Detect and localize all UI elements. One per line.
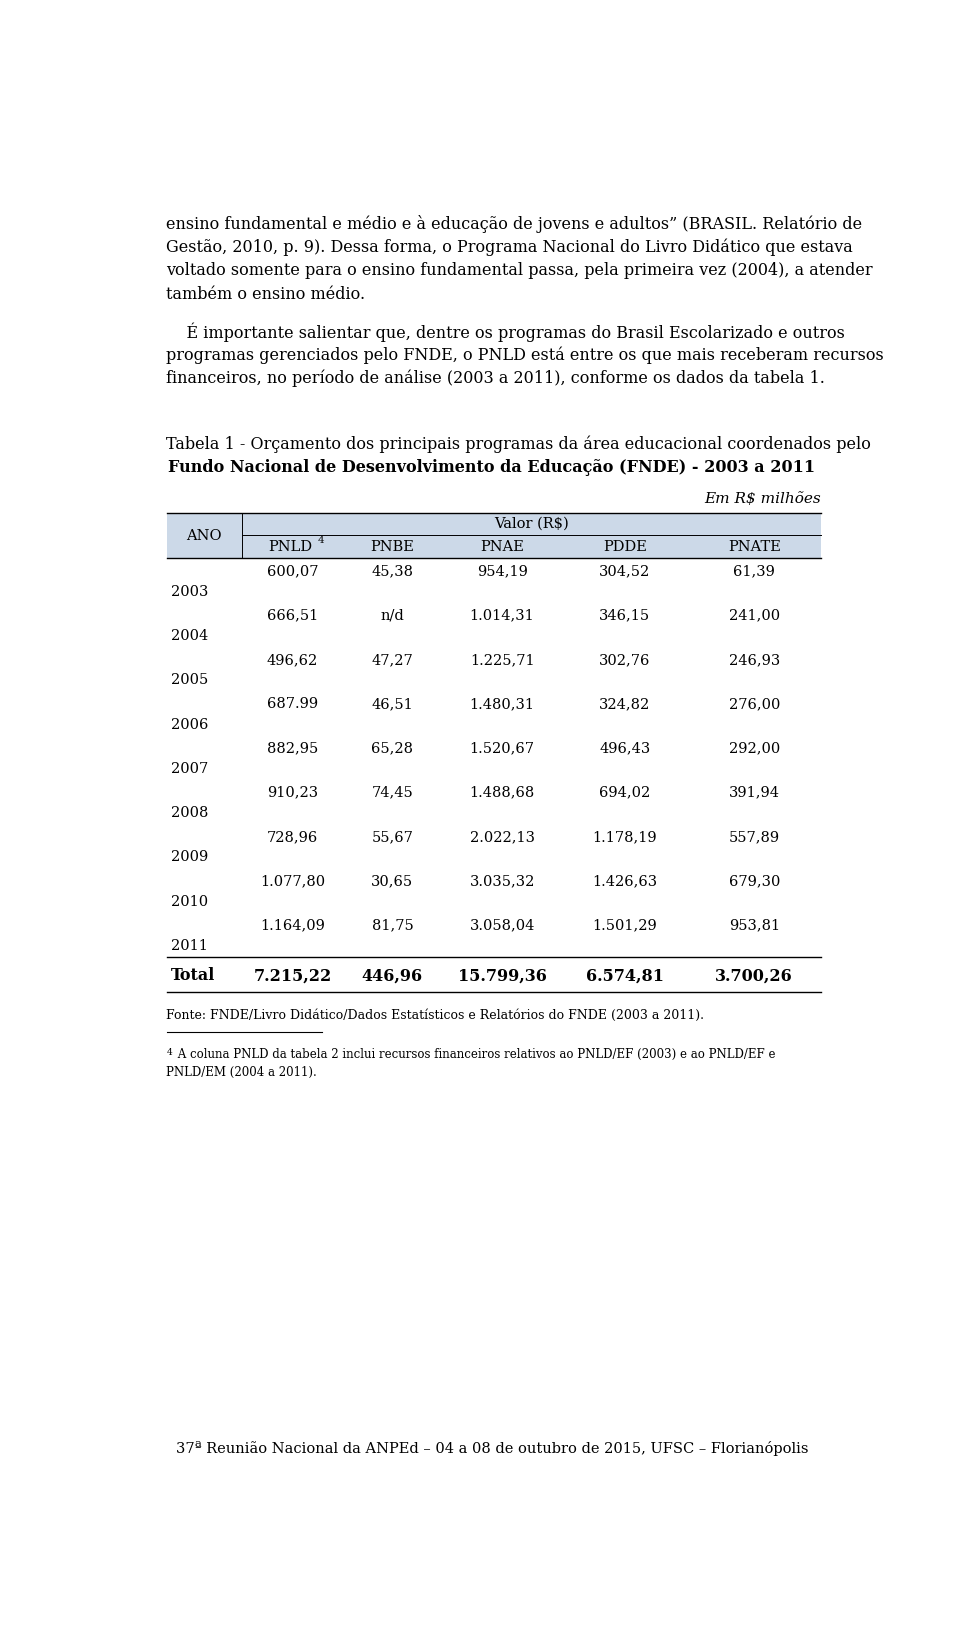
Text: 1.178,19: 1.178,19 [592, 829, 658, 844]
Text: 679,30: 679,30 [729, 874, 780, 889]
Text: PDDE: PDDE [603, 540, 647, 553]
Text: Tabela 1 - Orçamento dos principais programas da área educacional coordenados pe: Tabela 1 - Orçamento dos principais prog… [166, 436, 872, 453]
Text: 728,96: 728,96 [267, 829, 318, 844]
Text: 324,82: 324,82 [599, 697, 651, 712]
Text: 3.058,04: 3.058,04 [469, 919, 535, 933]
Text: 65,28: 65,28 [372, 742, 414, 755]
Text: 276,00: 276,00 [729, 697, 780, 712]
Text: 7.215,22: 7.215,22 [253, 968, 332, 985]
Text: 391,94: 391,94 [729, 786, 780, 800]
Text: 74,45: 74,45 [372, 786, 414, 800]
Text: 3.035,32: 3.035,32 [469, 874, 535, 889]
Text: financeiros, no período de análise (2003 a 2011), conforme os dados da tabela 1.: financeiros, no período de análise (2003… [166, 370, 826, 388]
Text: 2004: 2004 [171, 629, 208, 643]
Text: 694,02: 694,02 [599, 786, 651, 800]
Text: 4: 4 [318, 537, 324, 545]
Text: 6.574,81: 6.574,81 [586, 968, 664, 985]
Text: 61,39: 61,39 [733, 565, 775, 578]
Text: 687.99: 687.99 [267, 697, 318, 712]
Text: ensino fundamental e médio e à educação de jovens e adultos” (BRASIL. Relatório : ensino fundamental e médio e à educação … [166, 215, 863, 233]
Text: PNLD/EM (2004 a 2011).: PNLD/EM (2004 a 2011). [166, 1066, 317, 1079]
Text: 1.480,31: 1.480,31 [469, 697, 535, 712]
Text: 304,52: 304,52 [599, 565, 651, 578]
Text: 47,27: 47,27 [372, 653, 414, 667]
Text: 2009: 2009 [171, 851, 208, 864]
Text: Total: Total [171, 968, 215, 985]
Text: Fonte: FNDE/Livro Didático/Dados Estatísticos e Relatórios do FNDE (2003 a 2011): Fonte: FNDE/Livro Didático/Dados Estatís… [166, 1009, 705, 1023]
Text: 1.225,71: 1.225,71 [469, 653, 535, 667]
Text: 4: 4 [166, 1047, 172, 1057]
Text: 241,00: 241,00 [729, 608, 780, 623]
Text: 30,65: 30,65 [372, 874, 414, 889]
Text: 2010: 2010 [171, 895, 208, 909]
Text: 37ª Reunião Nacional da ANPEd – 04 a 08 de outubro de 2015, UFSC – Florianópolis: 37ª Reunião Nacional da ANPEd – 04 a 08 … [176, 1442, 808, 1457]
Text: 954,19: 954,19 [477, 565, 528, 578]
Text: 2003: 2003 [171, 585, 208, 598]
Text: Em R$ milhões: Em R$ milhões [705, 492, 822, 506]
Text: Fundo Nacional de Desenvolvimento da Educação (FNDE) - 2003 a 2011: Fundo Nacional de Desenvolvimento da Edu… [168, 459, 816, 476]
Text: 292,00: 292,00 [729, 742, 780, 755]
Text: 2007: 2007 [171, 762, 208, 776]
Text: 953,81: 953,81 [729, 919, 780, 933]
Text: também o ensino médio.: também o ensino médio. [166, 286, 366, 302]
Text: 1.426,63: 1.426,63 [592, 874, 658, 889]
Text: 45,38: 45,38 [372, 565, 414, 578]
Text: 496,62: 496,62 [267, 653, 318, 667]
Text: 246,93: 246,93 [729, 653, 780, 667]
Text: 1.164,09: 1.164,09 [260, 919, 325, 933]
Text: Valor (R$): Valor (R$) [494, 517, 569, 532]
Text: PNATE: PNATE [728, 540, 780, 553]
Text: PNAE: PNAE [480, 540, 524, 553]
Text: 2008: 2008 [171, 806, 208, 819]
Text: 1.501,29: 1.501,29 [592, 919, 658, 933]
Text: PNBE: PNBE [371, 540, 415, 553]
Text: 15.799,36: 15.799,36 [458, 968, 546, 985]
Text: 1.014,31: 1.014,31 [469, 608, 535, 623]
Text: 1.077,80: 1.077,80 [260, 874, 325, 889]
Text: 496,43: 496,43 [599, 742, 651, 755]
Text: programas gerenciados pelo FNDE, o PNLD está entre os que mais receberam recurso: programas gerenciados pelo FNDE, o PNLD … [166, 347, 884, 363]
Text: 2.022,13: 2.022,13 [469, 829, 535, 844]
Text: 1.520,67: 1.520,67 [469, 742, 535, 755]
Text: 600,07: 600,07 [267, 565, 319, 578]
Text: A coluna PNLD da tabela 2 inclui recursos financeiros relativos ao PNLD/EF (2003: A coluna PNLD da tabela 2 inclui recurso… [175, 1047, 776, 1061]
Text: voltado somente para o ensino fundamental passa, pela primeira vez (2004), a ate: voltado somente para o ensino fundamenta… [166, 263, 874, 279]
Text: 302,76: 302,76 [599, 653, 651, 667]
Text: 2011: 2011 [171, 938, 208, 953]
Text: 666,51: 666,51 [267, 608, 318, 623]
Text: 3.700,26: 3.700,26 [715, 968, 793, 985]
Text: PNLD: PNLD [268, 540, 312, 553]
Text: 2005: 2005 [171, 674, 208, 687]
Text: 557,89: 557,89 [729, 829, 780, 844]
Text: 46,51: 46,51 [372, 697, 414, 712]
Text: 2006: 2006 [171, 717, 208, 732]
Text: 910,23: 910,23 [267, 786, 318, 800]
Text: 55,67: 55,67 [372, 829, 414, 844]
Text: 882,95: 882,95 [267, 742, 318, 755]
Text: 346,15: 346,15 [599, 608, 651, 623]
Text: ANO: ANO [186, 529, 222, 544]
Text: n/d: n/d [380, 608, 404, 623]
Text: Gestão, 2010, p. 9). Dessa forma, o Programa Nacional do Livro Didático que esta: Gestão, 2010, p. 9). Dessa forma, o Prog… [166, 238, 853, 256]
Text: É importante salientar que, dentre os programas do Brasil Escolarizado e outros: É importante salientar que, dentre os pr… [166, 324, 846, 342]
Bar [166, 514, 822, 558]
Text: 446,96: 446,96 [362, 968, 423, 985]
Text: 81,75: 81,75 [372, 919, 414, 933]
Text: 1.488,68: 1.488,68 [469, 786, 535, 800]
